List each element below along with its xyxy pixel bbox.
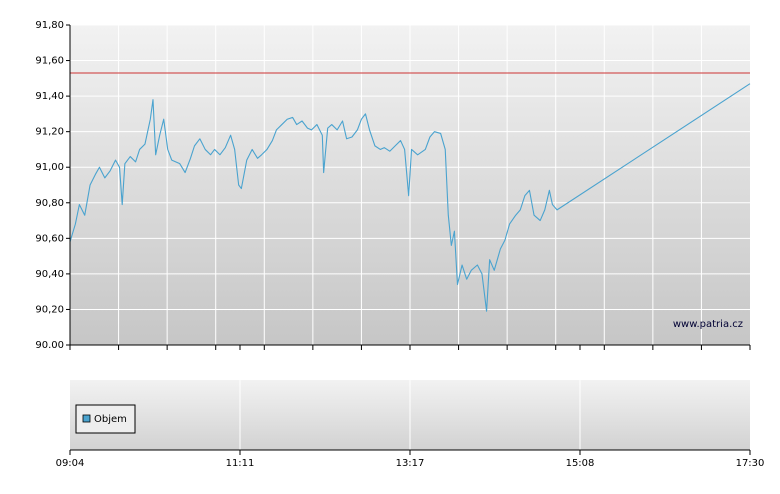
y-tick-label: 91,40 — [35, 91, 64, 102]
chart-layer: 90.00 90,20 90,40 90,60 90,80 91,00 91,20 91,40… — [35, 20, 764, 469]
legend-swatch — [82, 414, 91, 423]
x-tick-label: 09:04 — [56, 458, 85, 469]
x-tick-label: 11:11 — [226, 458, 255, 469]
x-tick-label: 13:17 — [396, 458, 425, 469]
y-tick-label: 90,20 — [35, 304, 64, 315]
x-tick-label: 17:30 — [736, 458, 765, 469]
y-tick-label: 90,40 — [35, 269, 64, 280]
watermark: www.patria.cz — [673, 319, 743, 330]
y-tick-label: 91,80 — [35, 20, 64, 31]
legend-label: Objem — [94, 414, 127, 425]
y-tick-label: 90,60 — [35, 233, 64, 244]
y-tick-label: 91,60 — [35, 56, 64, 67]
price-line — [69, 83, 751, 312]
y-tick-label: 91,20 — [35, 127, 64, 138]
y-tick-label: 90,80 — [35, 198, 64, 209]
y-tick-label: 91,00 — [35, 162, 64, 173]
y-tick-label: 90.00 — [35, 340, 64, 351]
x-tick-label: 15:08 — [566, 458, 595, 469]
